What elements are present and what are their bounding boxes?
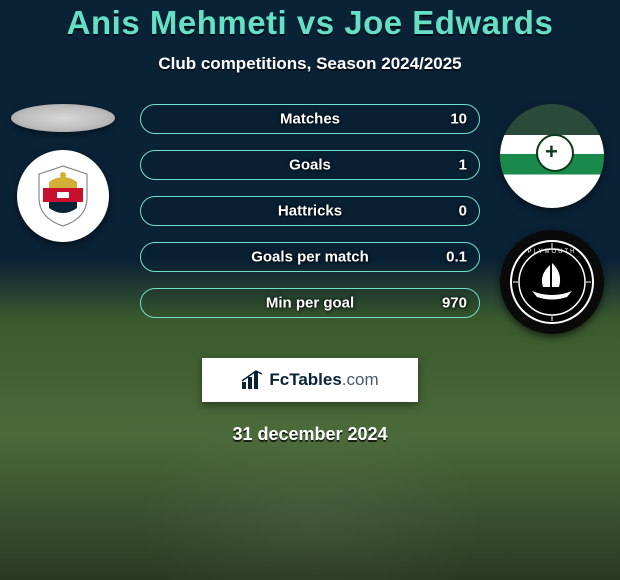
date: 31 december 2024 (0, 424, 620, 445)
bristol-city-crest-icon (29, 162, 97, 230)
stat-row-goals-per-match: Goals per match 0.1 (140, 242, 480, 272)
left-player-photo (11, 104, 115, 132)
stat-row-hattricks: Hattricks 0 (140, 196, 480, 226)
comparison-area: Matches 10 Goals 1 Hattricks 0 Goals per… (0, 104, 620, 344)
stat-value: 0.1 (446, 249, 467, 266)
stat-label: Goals per match (251, 249, 369, 266)
stat-value: 970 (442, 295, 467, 312)
watermark-suffix: .com (342, 370, 379, 389)
left-club-badge (17, 150, 109, 242)
watermark-prefix: Fc (269, 370, 289, 389)
infographic: Anis Mehmeti vs Joe Edwards Club competi… (0, 0, 620, 445)
stat-label: Hattricks (278, 203, 342, 220)
stat-label: Goals (289, 157, 331, 174)
stat-label: Matches (280, 111, 340, 128)
jersey-plus-icon: + (545, 139, 558, 165)
watermark-main: Tables (289, 370, 342, 389)
stat-row-matches: Matches 10 (140, 104, 480, 134)
page-title: Anis Mehmeti vs Joe Edwards (0, 4, 620, 42)
plymouth-argyle-crest-icon: PLYMOUTH (509, 239, 595, 325)
stat-value: 0 (459, 203, 467, 220)
right-player-photo: + (500, 104, 604, 208)
left-player-column (8, 104, 118, 242)
right-club-badge: PLYMOUTH (500, 230, 604, 334)
stat-value: 10 (450, 111, 467, 128)
stat-label: Min per goal (266, 295, 354, 312)
right-player-column: + PLYMOUTH (492, 104, 612, 334)
stat-row-goals: Goals 1 (140, 150, 480, 180)
stat-bars: Matches 10 Goals 1 Hattricks 0 Goals per… (140, 104, 480, 334)
watermark-text: FcTables.com (269, 370, 378, 390)
stat-value: 1 (459, 157, 467, 174)
svg-text:PLYMOUTH: PLYMOUTH (528, 249, 577, 255)
subtitle: Club competitions, Season 2024/2025 (0, 54, 620, 74)
bar-chart-icon (241, 370, 263, 390)
fctables-watermark: FcTables.com (202, 358, 418, 402)
stat-row-min-per-goal: Min per goal 970 (140, 288, 480, 318)
